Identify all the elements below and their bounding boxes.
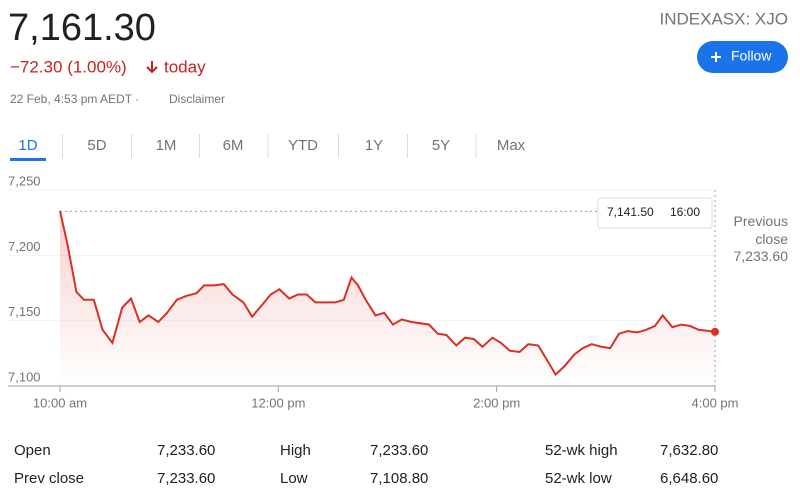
period: today (164, 57, 206, 76)
tab[interactable]: YTD (288, 137, 318, 154)
previous-close-value: 7,233.60 (733, 248, 789, 264)
tab[interactable]: Max (497, 137, 526, 154)
follow-button[interactable]: Follow (697, 41, 788, 73)
follow-label: Follow (731, 48, 772, 64)
stat-label: Prev close (14, 470, 84, 487)
plus-icon (711, 52, 721, 62)
stat-label: 52-wk low (545, 470, 612, 487)
tooltip-value: 7,141.50 (607, 205, 654, 219)
change: −72.30 (1.00%) (10, 57, 127, 76)
stat-label: High (280, 442, 311, 459)
stat-value: 7,233.60 (370, 442, 428, 459)
stat-value: 7,233.60 (157, 470, 215, 487)
tab[interactable]: 1Y (365, 137, 383, 154)
stat-label: Low (280, 470, 308, 487)
stat-value: 6,648.60 (660, 470, 718, 487)
x-tick-label: 4:00 pm (692, 395, 739, 410)
tab[interactable]: 1M (156, 137, 177, 154)
tab[interactable]: 5D (87, 137, 106, 154)
tooltip-box (597, 197, 713, 229)
stat-value: 7,632.80 (660, 442, 718, 459)
timestamp: 22 Feb, 4:53 pm AEDT · (10, 92, 139, 106)
last-point (711, 327, 719, 336)
tab[interactable]: 5Y (432, 137, 450, 154)
tab[interactable]: 6M (223, 137, 244, 154)
stat-value: 7,233.60 (157, 442, 215, 459)
y-tick-label: 7,100 (8, 369, 41, 384)
disclaimer-link[interactable]: Disclaimer (169, 92, 225, 106)
y-tick-label: 7,250 (8, 173, 41, 188)
area (60, 210, 715, 386)
tab[interactable]: 1D (18, 137, 37, 154)
stat-value: 7,108.80 (370, 470, 428, 487)
tab-underline (10, 158, 46, 161)
price-line (59, 210, 716, 377)
follow-button-bg (697, 41, 788, 73)
previous-close-label: Previous close (733, 213, 788, 247)
price: 7,161.30 (8, 7, 156, 49)
ticker: INDEXASX: XJO (660, 9, 788, 28)
x-tick-label: 12:00 pm (251, 395, 305, 410)
y-tick-label: 7,150 (8, 304, 41, 319)
stat-label: 52-wk high (545, 442, 618, 459)
x-tick-label: 2:00 pm (473, 395, 520, 410)
down-arrow (146, 61, 158, 74)
tooltip-time: 16:00 (670, 205, 700, 219)
x-tick-label: 10:00 am (33, 395, 87, 410)
stat-label: Open (14, 442, 51, 459)
y-tick-label: 7,200 (8, 239, 41, 254)
